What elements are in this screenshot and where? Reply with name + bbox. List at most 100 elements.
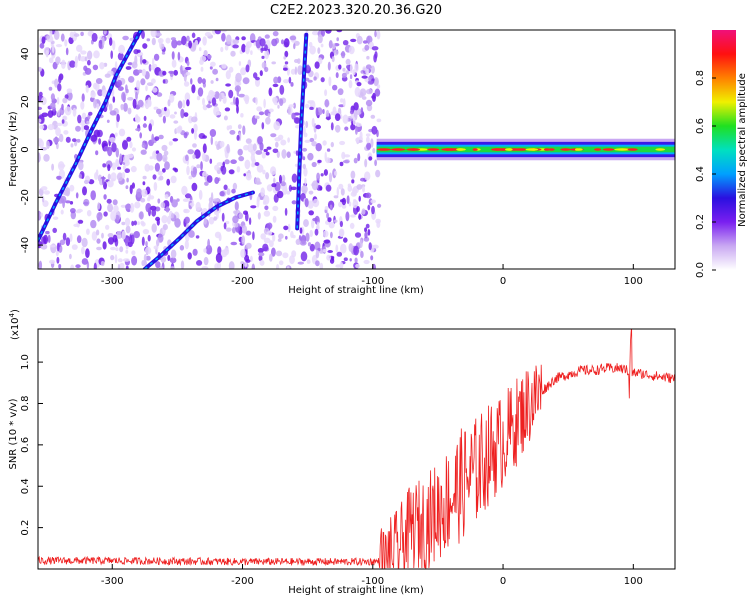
- noise-speckle: [184, 193, 192, 199]
- noise-speckle: [238, 93, 246, 98]
- noise-speckle: [245, 138, 252, 144]
- noise-speckle: [208, 216, 215, 225]
- noise-speckle: [191, 84, 196, 94]
- noise-speckle: [131, 250, 136, 256]
- noise-speckle: [330, 141, 334, 148]
- noise-speckle: [348, 243, 354, 252]
- noise-speckle: [306, 64, 310, 71]
- noise-speckle: [70, 264, 75, 269]
- noise-speckle: [53, 137, 60, 143]
- noise-speckle: [324, 206, 329, 211]
- noise-speckle: [363, 259, 370, 265]
- noise-speckle: [331, 256, 335, 261]
- noise-speckle: [202, 171, 207, 177]
- noise-speckle: [276, 264, 280, 269]
- noise-speckle: [335, 72, 339, 79]
- noise-speckle: [326, 148, 331, 152]
- noise-speckle: [228, 261, 235, 269]
- colorbar-tick-label: 0.6: [695, 118, 706, 134]
- noise-speckle: [268, 240, 274, 248]
- noise-speckle: [271, 247, 276, 257]
- noise-speckle: [86, 210, 92, 217]
- noise-speckle: [109, 137, 116, 143]
- noise-speckle: [272, 30, 279, 37]
- noise-speckle: [334, 170, 338, 176]
- noise-speckle: [200, 66, 204, 72]
- noise-speckle: [355, 263, 361, 269]
- noise-speckle: [201, 78, 206, 85]
- noise-speckle: [81, 237, 88, 248]
- noise-speckle: [314, 228, 319, 236]
- noise-speckle: [293, 117, 300, 124]
- noise-speckle: [251, 263, 255, 269]
- noise-speckle: [346, 195, 350, 205]
- noise-speckle: [314, 61, 320, 69]
- noise-speckle: [203, 256, 209, 266]
- carrier-peak: [519, 148, 527, 151]
- noise-speckle: [62, 232, 67, 241]
- noise-speckle: [269, 253, 273, 262]
- noise-speckle: [69, 253, 72, 260]
- noise-speckle: [161, 215, 168, 224]
- noise-speckle: [365, 64, 372, 70]
- noise-speckle: [325, 157, 331, 164]
- noise-speckle: [99, 62, 105, 70]
- noise-speckle: [222, 161, 225, 168]
- noise-speckle: [156, 218, 160, 226]
- noise-speckle: [259, 38, 266, 47]
- noise-speckle: [188, 205, 192, 209]
- noise-speckle: [260, 233, 267, 240]
- snr-y-scale-close: ): [10, 309, 21, 313]
- noise-speckle: [299, 227, 303, 234]
- noise-speckle: [225, 83, 232, 87]
- noise-speckle: [340, 98, 344, 103]
- noise-speckle: [341, 151, 346, 160]
- noise-speckle: [173, 69, 178, 76]
- noise-speckle: [294, 163, 299, 167]
- noise-speckle: [320, 173, 324, 177]
- noise-speckle: [339, 140, 346, 146]
- noise-speckle: [288, 184, 292, 192]
- noise-speckle: [306, 259, 311, 264]
- noise-speckle: [153, 245, 159, 250]
- noise-speckle: [358, 195, 361, 202]
- noise-speckle: [359, 239, 363, 248]
- noise-speckle: [342, 160, 350, 164]
- noise-speckle: [109, 110, 117, 116]
- noise-speckle: [51, 163, 54, 171]
- noise-speckle: [143, 254, 147, 263]
- noise-speckle: [256, 106, 263, 112]
- noise-speckle: [342, 98, 346, 108]
- noise-speckle: [273, 76, 279, 84]
- noise-speckle: [166, 215, 171, 225]
- noise-speckle: [98, 138, 102, 145]
- noise-speckle: [350, 170, 356, 179]
- noise-speckle: [135, 128, 141, 132]
- noise-speckle: [344, 126, 349, 131]
- noise-speckle: [311, 180, 319, 191]
- carrier-peak: [491, 148, 505, 151]
- noise-speckle: [347, 185, 353, 192]
- noise-speckle: [192, 166, 198, 175]
- noise-speckle: [144, 246, 152, 255]
- noise-speckle: [124, 203, 131, 210]
- noise-speckle: [244, 159, 251, 170]
- noise-speckle: [53, 30, 60, 40]
- noise-speckle: [214, 30, 222, 35]
- noise-speckle: [214, 263, 219, 269]
- noise-speckle: [264, 66, 269, 73]
- noise-speckle: [171, 59, 177, 68]
- y-tick-label: 0.8: [20, 396, 31, 412]
- noise-speckle: [60, 209, 64, 215]
- noise-speckle: [374, 88, 381, 97]
- noise-speckle: [315, 249, 320, 259]
- noise-speckle: [140, 220, 145, 225]
- noise-speckle: [359, 88, 367, 97]
- noise-speckle: [368, 242, 372, 251]
- noise-speckle: [38, 118, 42, 123]
- noise-speckle: [285, 235, 288, 240]
- noise-speckle: [210, 80, 214, 84]
- noise-speckle: [325, 30, 332, 34]
- noise-speckle: [104, 73, 111, 78]
- noise-speckle: [95, 150, 99, 156]
